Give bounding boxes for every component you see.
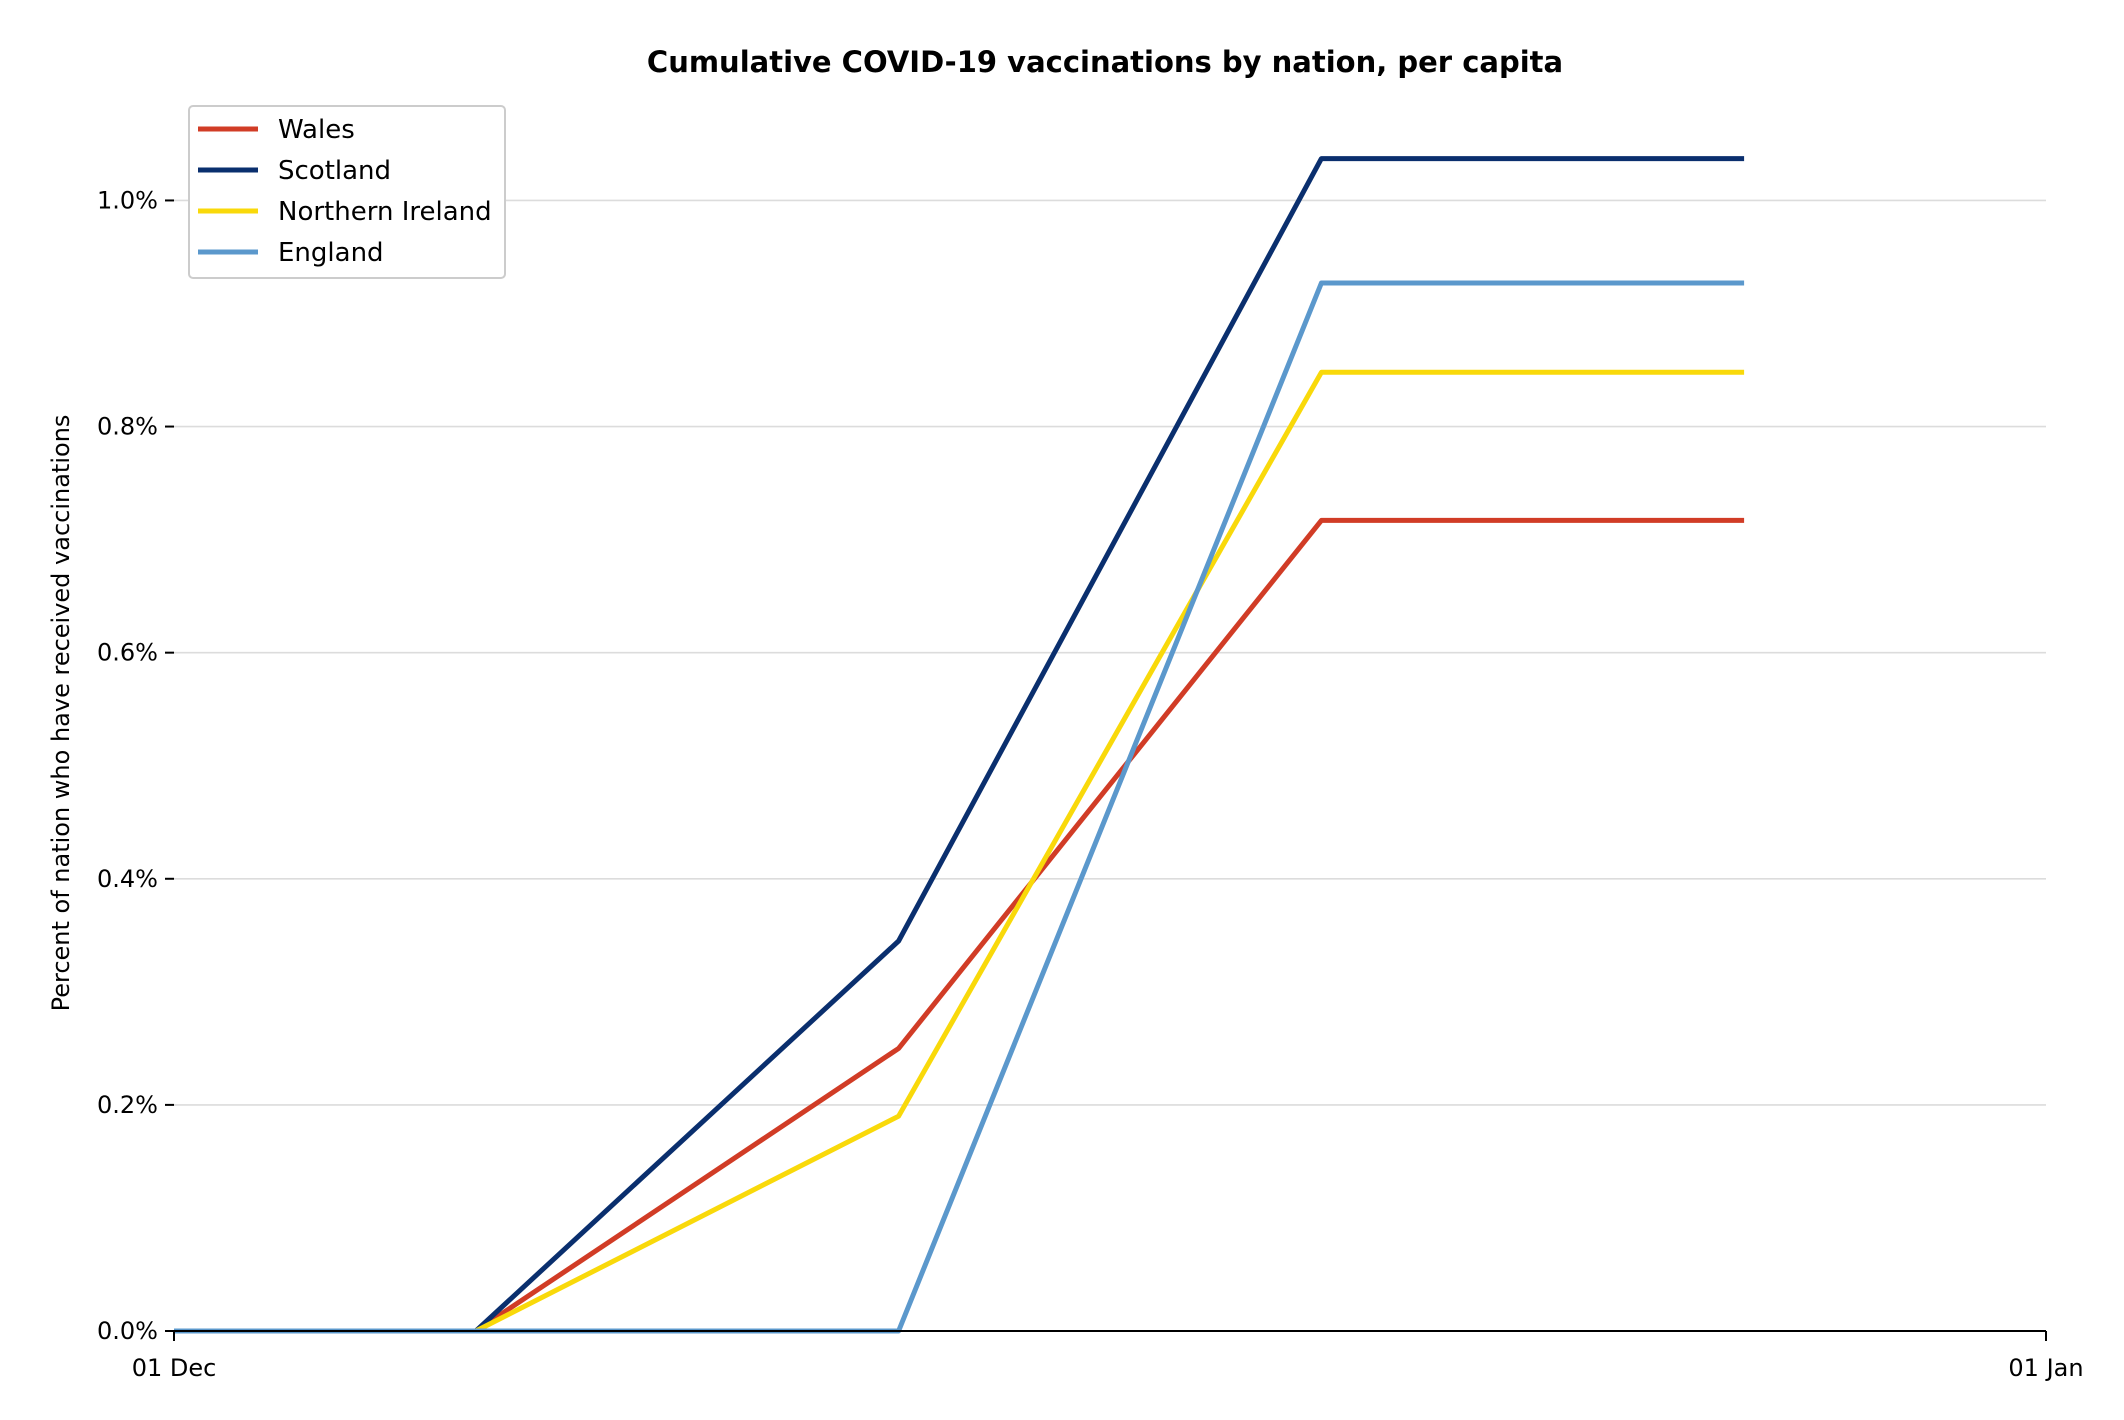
y-tick-label: 0.8% bbox=[97, 413, 158, 441]
x-tick-label: 01 Dec bbox=[132, 1354, 217, 1382]
legend: Wales Scotland Northern Ireland England bbox=[188, 105, 506, 279]
series-line-wales bbox=[174, 517, 1745, 1334]
legend-label-wales: Wales bbox=[278, 115, 355, 145]
legend-label-england: England bbox=[278, 238, 384, 268]
y-tick-label: 0.4% bbox=[97, 865, 158, 893]
series-lines bbox=[174, 156, 1745, 1334]
gridlines bbox=[174, 199, 2046, 1106]
y-tick-label: 1.0% bbox=[97, 186, 158, 214]
y-axis-title: Percent of nation who have received vacc… bbox=[47, 415, 75, 1012]
series-line-scotland bbox=[174, 156, 1745, 1334]
x-tick-label: 01 Jan bbox=[2008, 1354, 2083, 1382]
legend-box bbox=[188, 105, 506, 279]
legend-label-scotland: Scotland bbox=[278, 156, 391, 186]
x-axis-ticks: 01 Dec 01 Jan bbox=[132, 1331, 2084, 1382]
y-tick-label: 0.2% bbox=[97, 1091, 158, 1119]
y-tick-label: 0.6% bbox=[97, 639, 158, 667]
y-tick-label: 0.0% bbox=[97, 1317, 158, 1345]
chart-title: Cumulative COVID-19 vaccinations by nati… bbox=[647, 45, 1563, 79]
series-line-england bbox=[174, 280, 1745, 1334]
y-axis-ticks: 0.0% 0.2% 0.4% 0.6% 0.8% 1.0% bbox=[97, 186, 174, 1345]
legend-label-northern-ireland: Northern Ireland bbox=[278, 197, 492, 227]
